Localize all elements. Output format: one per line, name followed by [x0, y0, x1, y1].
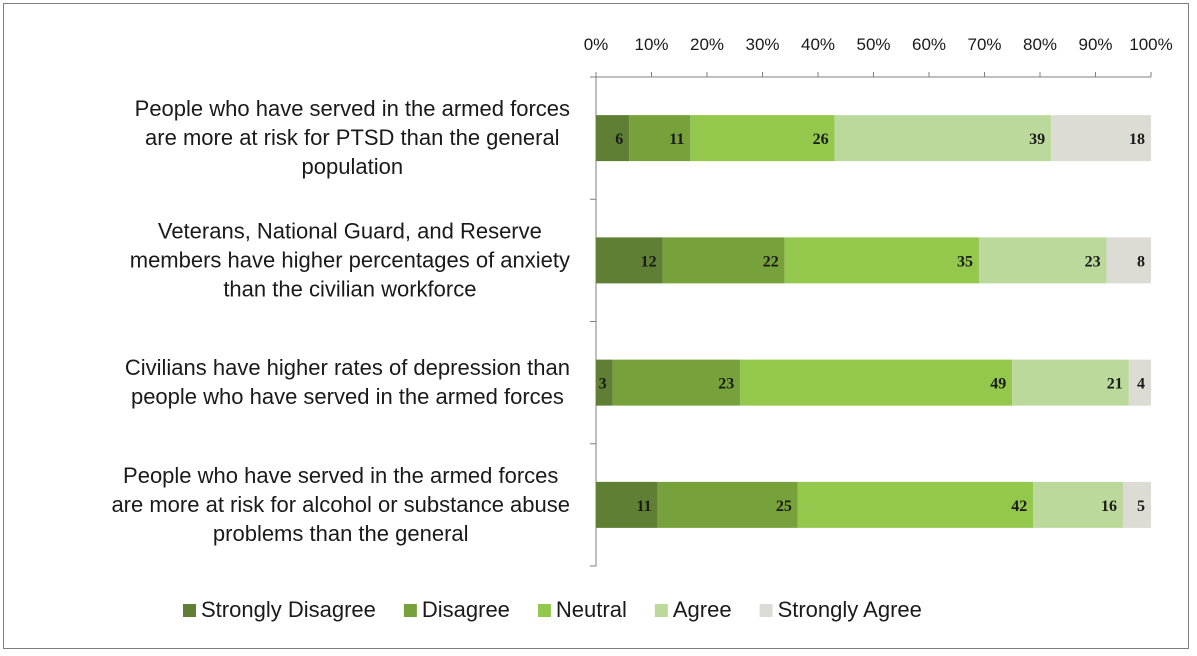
bar-segment-strongly-disagree	[596, 237, 663, 284]
data-label: 35	[957, 253, 973, 270]
data-label: 22	[763, 253, 779, 270]
data-label: 4	[1137, 376, 1145, 393]
data-label: 26	[813, 131, 829, 148]
data-label: 11	[637, 498, 652, 515]
category-label: Veterans, National Guard, and Reserve mem…	[130, 218, 570, 301]
legend-swatch	[654, 604, 668, 617]
legend-label: Disagree	[422, 597, 510, 622]
x-tick-label: 20%	[690, 35, 724, 54]
legend-label: Neutral	[556, 597, 627, 622]
x-tick-label: 70%	[967, 35, 1001, 54]
legend-swatch	[759, 604, 773, 617]
category-label: People who have served in the armed forc…	[135, 96, 570, 179]
data-label: 42	[1011, 498, 1027, 515]
x-tick-label: 80%	[1023, 35, 1057, 54]
legend-swatch	[403, 604, 417, 617]
bar-segment-disagree	[612, 359, 741, 406]
legend-swatch	[537, 604, 551, 617]
x-tick-label: 40%	[801, 35, 835, 54]
bar-segment-strongly-disagree	[596, 359, 613, 406]
bar-segment-neutral	[690, 115, 835, 162]
data-label: 16	[1101, 498, 1117, 515]
bar-segment-strongly-agree	[1128, 359, 1151, 406]
data-label: 23	[1085, 253, 1101, 270]
category-label: People who have served in the armed forc…	[111, 463, 570, 546]
x-tick-label: 60%	[912, 35, 946, 54]
x-tick-label: 10%	[634, 35, 668, 54]
data-label: 8	[1137, 253, 1145, 270]
bar-segment-agree	[834, 115, 1052, 162]
data-label: 3	[599, 376, 607, 393]
data-label: 39	[1029, 131, 1045, 148]
category-label: Civilians have higher rates of depressio…	[125, 355, 570, 409]
x-tick-label: 100%	[1129, 35, 1172, 54]
data-label: 49	[990, 376, 1006, 393]
bar-segment-strongly-agree	[1122, 481, 1151, 528]
x-tick-label: 90%	[1078, 35, 1112, 54]
bar-segment-agree	[1033, 481, 1123, 528]
bar-segment-strongly-disagree	[596, 481, 658, 528]
bar-segment-strongly-agree	[1051, 115, 1151, 162]
bar-segment-neutral	[740, 359, 1013, 406]
bar-segment-agree	[978, 237, 1107, 284]
bar-segment-neutral	[784, 237, 979, 284]
x-tick-label: 50%	[856, 35, 890, 54]
data-label: 18	[1129, 131, 1145, 148]
bar-segment-disagree	[662, 237, 785, 284]
x-tick-label: 0%	[584, 35, 609, 54]
data-label: 23	[718, 376, 734, 393]
legend-label: Agree	[673, 597, 732, 622]
legend-swatch	[183, 604, 196, 617]
legend-label: Strongly Disagree	[201, 597, 376, 622]
bar-segment-strongly-agree	[1106, 237, 1151, 284]
legend-label: Strongly Agree	[778, 597, 922, 622]
bar-segment-disagree	[657, 481, 798, 528]
bar-segment-strongly-disagree	[596, 115, 630, 162]
bar-segment-agree	[1012, 359, 1129, 406]
data-label: 21	[1107, 376, 1123, 393]
x-tick-label: 30%	[745, 35, 779, 54]
data-label: 6	[615, 131, 623, 148]
bar-segment-disagree	[629, 115, 691, 162]
data-label: 5	[1137, 498, 1145, 515]
data-label: 25	[776, 498, 792, 515]
bar-segment-neutral	[797, 481, 1034, 528]
data-label: 11	[669, 131, 684, 148]
data-label: 12	[641, 253, 657, 270]
